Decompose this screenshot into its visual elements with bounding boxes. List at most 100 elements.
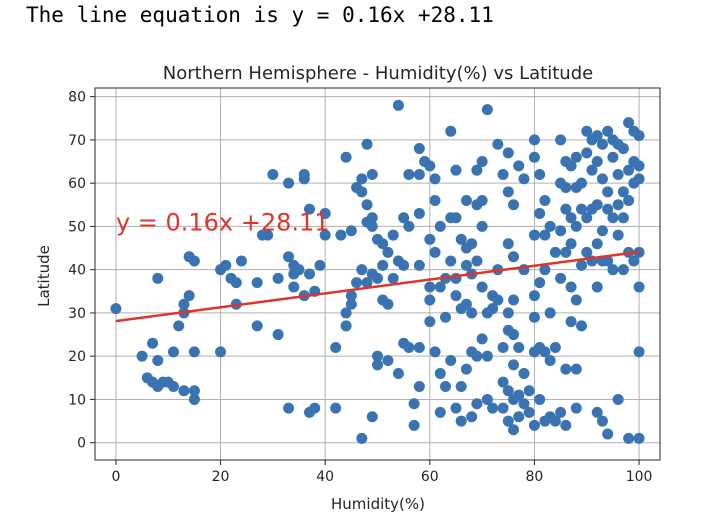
data-point bbox=[481, 350, 493, 362]
plot-frame bbox=[94, 87, 661, 461]
data-point bbox=[136, 350, 148, 362]
data-point bbox=[617, 264, 629, 276]
data-point bbox=[434, 367, 446, 379]
data-point bbox=[596, 173, 608, 185]
data-point bbox=[497, 376, 509, 388]
data-point bbox=[230, 277, 242, 289]
data-point bbox=[534, 169, 546, 181]
data-point bbox=[502, 147, 514, 159]
data-point bbox=[471, 398, 483, 410]
data-point bbox=[570, 151, 582, 163]
data-point bbox=[178, 298, 190, 310]
data-point bbox=[534, 207, 546, 219]
data-point bbox=[262, 229, 274, 241]
data-point bbox=[539, 264, 551, 276]
data-point bbox=[591, 281, 603, 293]
y-tick-label: 70 bbox=[68, 133, 86, 149]
data-point bbox=[565, 160, 577, 172]
data-point bbox=[576, 177, 588, 189]
data-points bbox=[110, 99, 645, 444]
data-point bbox=[518, 173, 530, 185]
data-point bbox=[251, 320, 263, 332]
data-point bbox=[188, 385, 200, 397]
data-point bbox=[528, 290, 540, 302]
data-point bbox=[633, 346, 645, 358]
data-point bbox=[340, 307, 352, 319]
data-point bbox=[147, 337, 159, 349]
data-point bbox=[508, 251, 520, 263]
data-point bbox=[555, 406, 567, 418]
data-point bbox=[502, 415, 514, 427]
data-point bbox=[633, 173, 645, 185]
data-point bbox=[560, 419, 572, 431]
y-tick-label: 80 bbox=[68, 90, 86, 106]
data-point bbox=[508, 424, 520, 436]
data-point bbox=[152, 355, 164, 367]
data-point bbox=[565, 281, 577, 293]
data-point bbox=[602, 203, 614, 215]
data-point bbox=[576, 203, 588, 215]
data-point bbox=[392, 99, 404, 111]
data-point bbox=[366, 220, 378, 232]
data-point bbox=[623, 164, 635, 176]
data-point bbox=[591, 406, 603, 418]
data-point bbox=[340, 151, 352, 163]
data-point bbox=[612, 169, 624, 181]
data-point bbox=[450, 402, 462, 414]
data-point bbox=[319, 229, 331, 241]
data-point bbox=[398, 259, 410, 271]
data-point bbox=[565, 238, 577, 250]
data-point bbox=[581, 246, 593, 258]
data-point bbox=[570, 363, 582, 375]
data-point bbox=[565, 212, 577, 224]
data-point bbox=[497, 402, 509, 414]
data-point bbox=[351, 277, 363, 289]
data-point bbox=[487, 303, 499, 315]
y-tick-label: 40 bbox=[68, 263, 86, 279]
data-point bbox=[513, 389, 525, 401]
data-point bbox=[330, 342, 342, 354]
data-point bbox=[403, 169, 415, 181]
data-point bbox=[617, 143, 629, 155]
data-point bbox=[251, 277, 263, 289]
regression-annotation: y = 0.16x +28.11 bbox=[116, 209, 330, 237]
data-point bbox=[413, 259, 425, 271]
data-point bbox=[335, 229, 347, 241]
data-point bbox=[502, 238, 514, 250]
data-point bbox=[178, 385, 190, 397]
data-point bbox=[424, 160, 436, 172]
data-point bbox=[293, 264, 305, 276]
data-point bbox=[555, 134, 567, 146]
data-point bbox=[612, 199, 624, 211]
data-point bbox=[183, 290, 195, 302]
data-point bbox=[398, 212, 410, 224]
data-point bbox=[633, 160, 645, 172]
y-axis-label: Latitude bbox=[35, 245, 53, 307]
data-point bbox=[408, 398, 420, 410]
data-point bbox=[607, 151, 619, 163]
data-point bbox=[387, 229, 399, 241]
data-point bbox=[340, 320, 352, 332]
data-point bbox=[455, 415, 467, 427]
data-point bbox=[220, 259, 232, 271]
data-point bbox=[481, 393, 493, 405]
data-point bbox=[408, 419, 420, 431]
data-point bbox=[283, 402, 295, 414]
data-point bbox=[450, 164, 462, 176]
data-point bbox=[576, 259, 588, 271]
data-point bbox=[560, 181, 572, 193]
data-point bbox=[476, 220, 488, 232]
data-point bbox=[298, 173, 310, 185]
data-point bbox=[555, 272, 567, 284]
data-point bbox=[356, 186, 368, 198]
data-point bbox=[607, 264, 619, 276]
data-point bbox=[471, 164, 483, 176]
data-point bbox=[602, 186, 614, 198]
data-point bbox=[633, 281, 645, 293]
data-point bbox=[471, 255, 483, 267]
data-point bbox=[377, 259, 389, 271]
data-point bbox=[508, 329, 520, 341]
data-point bbox=[502, 385, 514, 397]
data-point bbox=[272, 329, 284, 341]
data-point bbox=[612, 229, 624, 241]
